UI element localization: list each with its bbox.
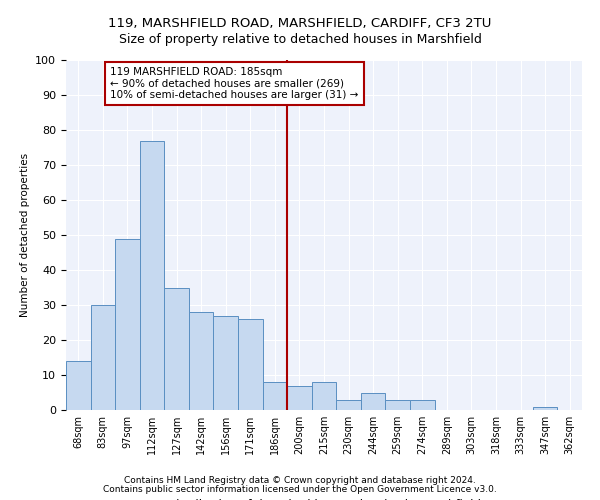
X-axis label: Distribution of detached houses by size in Marshfield: Distribution of detached houses by size … (167, 498, 481, 500)
Bar (238, 319, 263, 410)
Bar (189, 312, 214, 410)
Y-axis label: Number of detached properties: Number of detached properties (20, 153, 30, 317)
Bar (336, 400, 361, 410)
Text: Contains public sector information licensed under the Open Government Licence v3: Contains public sector information licen… (103, 484, 497, 494)
Bar (410, 400, 434, 410)
Text: 119 MARSHFIELD ROAD: 185sqm
← 90% of detached houses are smaller (269)
10% of se: 119 MARSHFIELD ROAD: 185sqm ← 90% of det… (110, 67, 359, 100)
Bar (91, 305, 115, 410)
Bar (66, 361, 91, 410)
Text: Contains HM Land Registry data © Crown copyright and database right 2024.: Contains HM Land Registry data © Crown c… (124, 476, 476, 485)
Bar (287, 386, 312, 410)
Bar (533, 406, 557, 410)
Bar (115, 238, 140, 410)
Bar (312, 382, 336, 410)
Text: 119, MARSHFIELD ROAD, MARSHFIELD, CARDIFF, CF3 2TU: 119, MARSHFIELD ROAD, MARSHFIELD, CARDIF… (109, 18, 491, 30)
Bar (385, 400, 410, 410)
Bar (140, 140, 164, 410)
Bar (164, 288, 189, 410)
Bar (214, 316, 238, 410)
Text: Size of property relative to detached houses in Marshfield: Size of property relative to detached ho… (119, 32, 481, 46)
Bar (361, 392, 385, 410)
Bar (263, 382, 287, 410)
